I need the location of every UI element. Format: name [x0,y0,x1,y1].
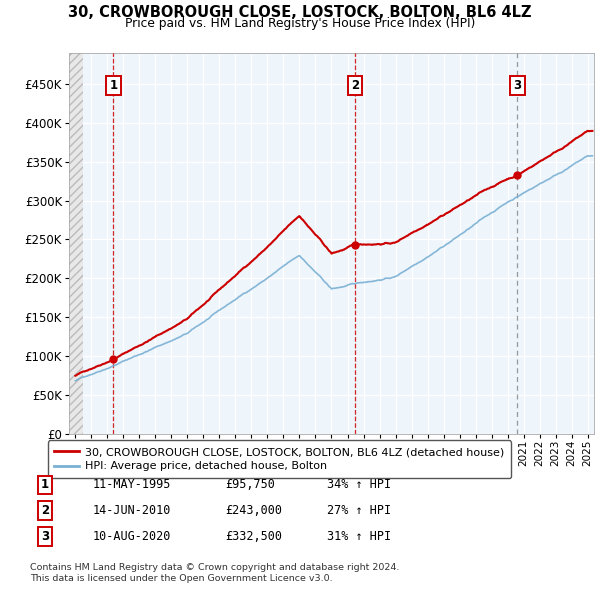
Text: 3: 3 [41,530,49,543]
Text: 2: 2 [351,79,359,92]
Bar [69,53,83,434]
Text: 14-JUN-2010: 14-JUN-2010 [93,504,172,517]
Legend: 30, CROWBOROUGH CLOSE, LOSTOCK, BOLTON, BL6 4LZ (detached house), HPI: Average p: 30, CROWBOROUGH CLOSE, LOSTOCK, BOLTON, … [47,440,511,478]
Text: 30, CROWBOROUGH CLOSE, LOSTOCK, BOLTON, BL6 4LZ: 30, CROWBOROUGH CLOSE, LOSTOCK, BOLTON, … [68,5,532,19]
Text: £243,000: £243,000 [225,504,282,517]
Text: This data is licensed under the Open Government Licence v3.0.: This data is licensed under the Open Gov… [30,574,332,583]
Text: 3: 3 [514,79,521,92]
Text: Price paid vs. HM Land Registry's House Price Index (HPI): Price paid vs. HM Land Registry's House … [125,17,475,30]
Text: 34% ↑ HPI: 34% ↑ HPI [327,478,391,491]
Text: 10-AUG-2020: 10-AUG-2020 [93,530,172,543]
Text: 31% ↑ HPI: 31% ↑ HPI [327,530,391,543]
Text: £95,750: £95,750 [225,478,275,491]
Text: £332,500: £332,500 [225,530,282,543]
Text: Contains HM Land Registry data © Crown copyright and database right 2024.: Contains HM Land Registry data © Crown c… [30,563,400,572]
Text: 1: 1 [41,478,49,491]
Text: 2: 2 [41,504,49,517]
Text: 27% ↑ HPI: 27% ↑ HPI [327,504,391,517]
Text: 1: 1 [109,79,118,92]
Text: 11-MAY-1995: 11-MAY-1995 [93,478,172,491]
